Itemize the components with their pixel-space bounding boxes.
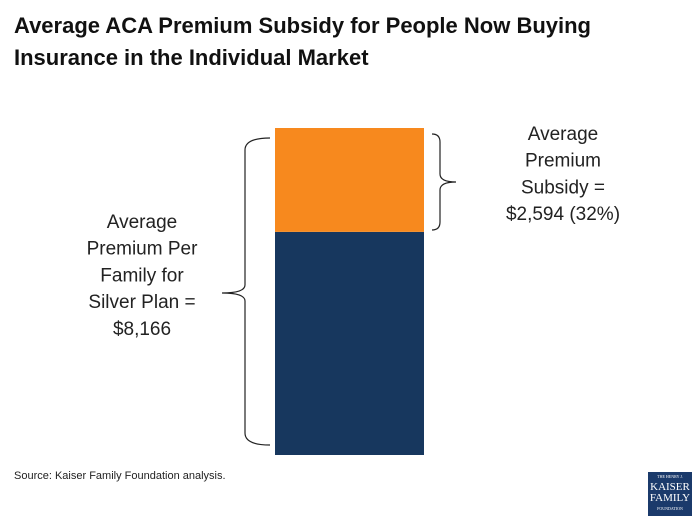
- annotation: $8,166: [113, 319, 171, 340]
- source-note: Source: Kaiser Family Foundation analysi…: [14, 470, 226, 482]
- chart-title: Average ACA Premium Subsidy for People N…: [14, 13, 591, 70]
- annotation: $2,594 (32%): [506, 204, 620, 225]
- bar-segment: [275, 128, 424, 232]
- annotation: Premium: [525, 151, 601, 172]
- bracket: [221, 137, 271, 446]
- logo-text: KAISER: [650, 481, 690, 493]
- bracket: [431, 133, 457, 231]
- annotation: Average: [107, 212, 177, 233]
- bar-segment: [275, 231, 424, 455]
- annotation: Average: [528, 124, 598, 145]
- logo-text: FOUNDATION: [657, 506, 683, 511]
- annotation: Subsidy =: [521, 177, 605, 198]
- annotation: Premium Per: [87, 239, 199, 260]
- annotation: Family for: [100, 265, 184, 286]
- logo-box: [648, 472, 692, 516]
- logo-text: FAMILY: [650, 492, 690, 504]
- annotation: Silver Plan =: [88, 292, 195, 313]
- logo-text: THE HENRY J.: [657, 474, 683, 479]
